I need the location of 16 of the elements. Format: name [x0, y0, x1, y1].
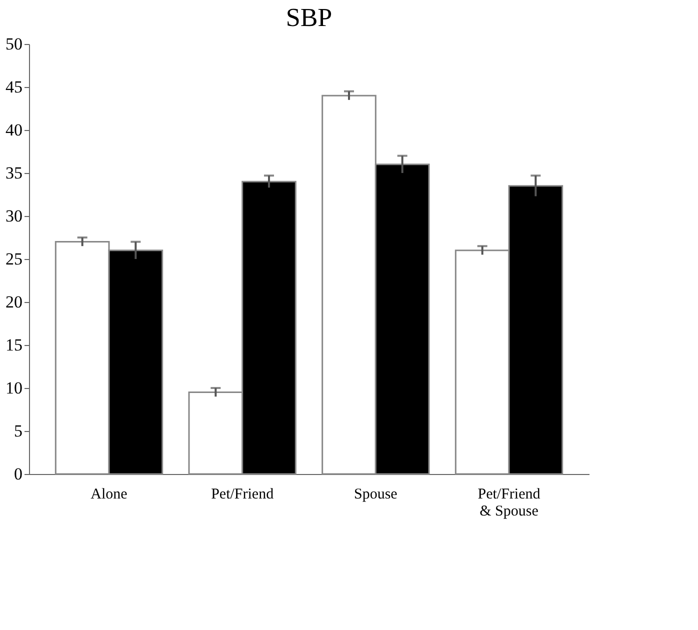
x-tick-label: Alone	[90, 486, 128, 502]
y-tick-label: 35	[6, 164, 22, 182]
x-tick-label: Spouse	[354, 486, 398, 502]
y-tick-label: 30	[6, 206, 22, 226]
y-tick-label: 15	[6, 336, 22, 354]
x-tick-label: Pet/Friend	[211, 486, 274, 502]
y-tick-label: 25	[6, 250, 22, 268]
y-tick-label: 20	[6, 292, 22, 312]
y-tick-label: 45	[6, 78, 22, 96]
y-tick-label: 5	[14, 422, 22, 440]
x-tick-label: Pet/Friend & Spouse	[478, 486, 541, 520]
y-tick-label: 10	[6, 378, 22, 398]
y-tick-label: 0	[14, 464, 22, 484]
y-tick-label: 50	[6, 34, 22, 54]
y-tick-label: 40	[6, 120, 22, 140]
chart-title: SBP	[286, 3, 332, 32]
